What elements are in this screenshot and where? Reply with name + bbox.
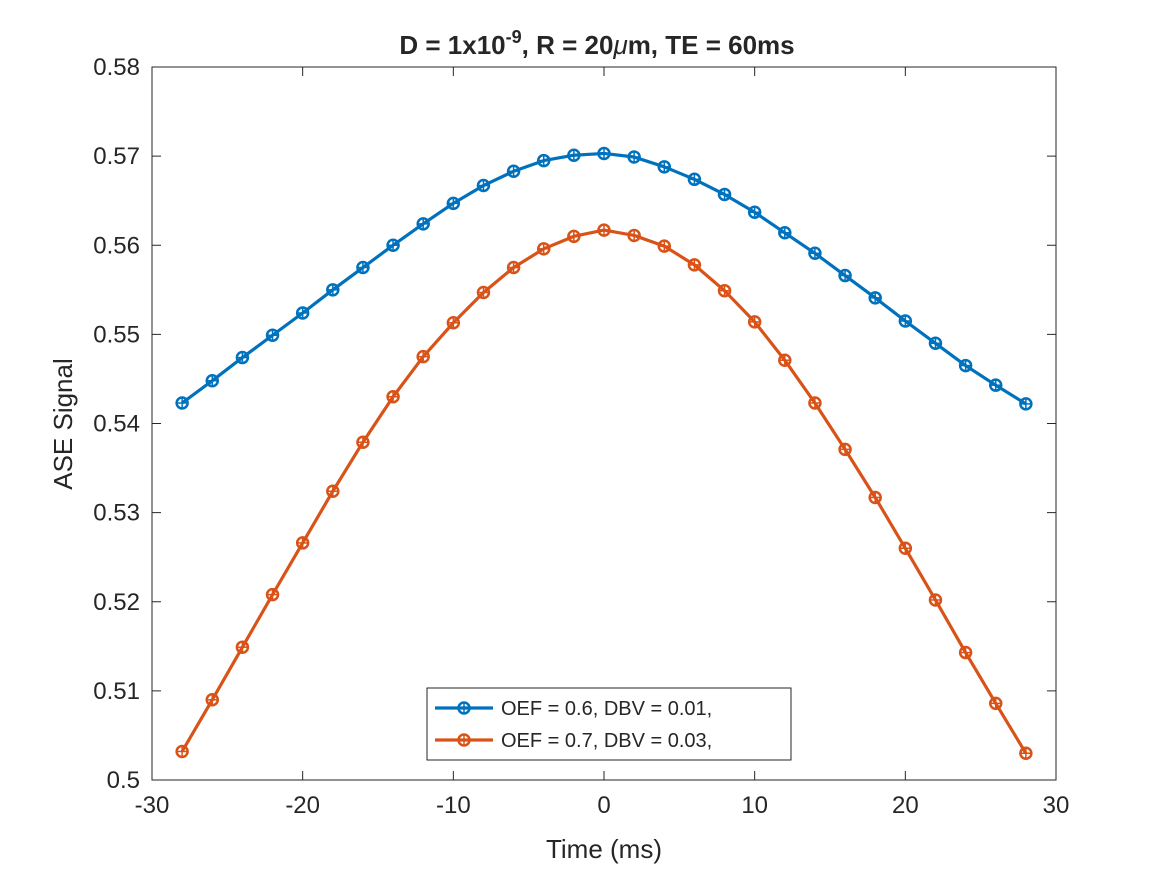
y-tick-label: 0.5	[107, 767, 140, 794]
data-point	[597, 223, 611, 237]
data-point	[778, 226, 792, 240]
y-tick-label: 0.52	[93, 589, 140, 616]
data-point	[235, 640, 250, 654]
data-point	[295, 306, 310, 320]
data-point	[597, 146, 611, 161]
data-point	[567, 148, 581, 162]
y-tick-label: 0.58	[93, 54, 140, 81]
data-point	[898, 314, 913, 328]
title-middle: , R = 20	[522, 30, 614, 60]
y-axis-label: ASE Signal	[48, 358, 78, 490]
data-point	[808, 396, 822, 410]
x-tick-label: 20	[892, 792, 919, 819]
legend-box	[426, 687, 792, 761]
data-point	[175, 396, 189, 410]
data-point	[958, 645, 973, 660]
data-point	[627, 228, 641, 243]
series-line	[181, 151, 1027, 406]
data-point	[747, 205, 762, 220]
data-point	[988, 378, 1003, 392]
series-1	[175, 146, 1033, 411]
y-axis: 0.5 0.51 0.52 0.53 0.54 0.55 0.56 0.57 0.58	[93, 54, 1056, 794]
x-tick-label: 30	[1043, 792, 1070, 819]
data-point	[295, 536, 310, 550]
data-point	[205, 373, 220, 388]
y-tick-label: 0.54	[93, 411, 140, 438]
data-point	[356, 260, 370, 275]
data-point	[416, 217, 430, 231]
data-point	[778, 353, 792, 367]
plot-area	[151, 66, 1057, 781]
data-point	[868, 490, 882, 505]
data-point	[808, 246, 822, 261]
data-point	[536, 153, 551, 168]
data-point	[175, 744, 189, 759]
data-point	[958, 358, 973, 373]
data-point	[687, 172, 702, 187]
data-point	[265, 587, 280, 602]
title-prefix: D = 1x10	[399, 30, 505, 60]
y-tick-label: 0.55	[93, 321, 140, 348]
data-point	[536, 242, 551, 256]
y-tick-label: 0.51	[93, 678, 140, 705]
data-point	[747, 315, 762, 329]
data-point	[868, 291, 882, 305]
axes-frame	[151, 66, 1057, 781]
data-point	[265, 328, 280, 343]
series-2	[175, 223, 1033, 761]
x-tick-label: 10	[741, 792, 768, 819]
title-suffix: m, TE = 60ms	[628, 30, 795, 60]
x-axis-label: Time (ms)	[546, 834, 662, 864]
legend-label: OEF = 0.6, DBV = 0.01,	[501, 698, 712, 720]
y-tick-label: 0.57	[93, 143, 140, 170]
x-axis: -30 -20 -10 0 10 20 30	[135, 67, 1070, 819]
data-point	[416, 349, 430, 364]
data-point	[838, 268, 852, 283]
data-point	[657, 160, 672, 174]
data-point	[506, 260, 521, 275]
data-point	[446, 196, 461, 211]
data-point	[687, 258, 702, 272]
legend-item-2: OEF = 0.7, DBV = 0.03,	[435, 730, 712, 752]
data-point	[627, 150, 641, 164]
y-tick-label: 0.56	[93, 232, 140, 259]
data-point	[988, 696, 1003, 711]
data-point	[205, 693, 220, 707]
data-point	[446, 316, 461, 330]
data-point	[657, 239, 672, 253]
data-point	[386, 238, 400, 252]
data-point	[506, 164, 521, 179]
data-point	[928, 593, 943, 607]
x-tick-label: -30	[135, 792, 170, 819]
legend-item-1: OEF = 0.6, DBV = 0.01,	[435, 698, 712, 720]
legend: OEF = 0.6, DBV = 0.01, OEF = 0.7, DBV = 0…	[426, 687, 792, 761]
data-point	[1019, 746, 1033, 761]
title-exponent: -9	[506, 27, 522, 47]
data-point	[326, 484, 340, 498]
x-tick-label: -10	[436, 792, 471, 819]
data-point	[386, 390, 400, 404]
data-point	[1019, 397, 1033, 411]
title-mu: μ	[612, 30, 627, 60]
legend-marker	[457, 733, 471, 747]
y-tick-label: 0.53	[93, 500, 140, 527]
data-point	[356, 435, 370, 449]
data-point	[567, 229, 581, 244]
x-tick-label: 0	[597, 792, 610, 819]
data-point	[717, 283, 732, 298]
data-point	[476, 178, 491, 193]
data-point	[928, 336, 943, 351]
legend-marker	[457, 701, 471, 715]
data-point	[898, 541, 913, 556]
data-point	[326, 283, 340, 297]
data-point	[838, 442, 852, 457]
x-tick-label: -20	[285, 792, 320, 819]
series-layer	[175, 146, 1033, 761]
data-point	[476, 285, 491, 300]
data-point	[717, 187, 732, 202]
legend-label: OEF = 0.7, DBV = 0.03,	[501, 730, 712, 752]
data-point	[235, 350, 250, 365]
chart-title: D = 1x10-9, R = 20μm, TE = 60ms	[399, 27, 794, 60]
